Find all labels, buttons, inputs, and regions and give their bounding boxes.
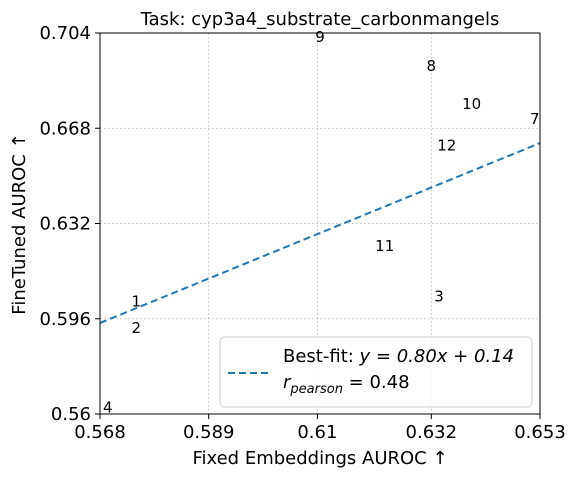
y-tick-label: 0.704 xyxy=(39,23,91,44)
legend-fit-entry: Best-fit: y = 0.80x + 0.14 xyxy=(283,346,514,367)
y-tick-label: 0.596 xyxy=(39,309,91,330)
legend-r-symbol: r xyxy=(283,372,292,393)
point-label: 8 xyxy=(427,57,437,75)
legend-r-subscript: pearson xyxy=(289,382,343,397)
chart-title: Task: cyp3a4_substrate_carbonmangels xyxy=(140,9,500,30)
x-axis-title: Fixed Embeddings AUROC ↑ xyxy=(192,448,447,469)
point-label: 2 xyxy=(131,319,141,337)
y-axis-ticks: 0.56 0.596 0.632 0.668 0.704 xyxy=(39,23,100,425)
point-label: 7 xyxy=(530,110,540,128)
legend-fit-equation: y = 0.80x + 0.14 xyxy=(359,346,515,367)
x-tick-label: 0.632 xyxy=(406,422,458,443)
point-label: 10 xyxy=(462,95,481,113)
x-tick-label: 0.653 xyxy=(514,422,566,443)
y-tick-label: 0.56 xyxy=(51,404,91,425)
x-tick-label: 0.568 xyxy=(74,422,126,443)
x-axis-ticks: 0.568 0.589 0.61 0.632 0.653 xyxy=(74,414,566,443)
y-tick-label: 0.668 xyxy=(39,118,91,139)
point-label: 9 xyxy=(315,28,325,46)
y-axis-title: FineTuned AUROC ↑ xyxy=(9,133,30,314)
point-label: 3 xyxy=(434,287,444,305)
point-label: 11 xyxy=(375,237,394,255)
y-tick-label: 0.632 xyxy=(39,214,91,235)
x-tick-label: 0.589 xyxy=(183,422,235,443)
legend-box xyxy=(219,336,533,408)
best-fit-line-group xyxy=(99,142,541,324)
legend: Best-fit: y = 0.80x + 0.14 rpearson = 0.… xyxy=(219,336,533,408)
point-label: 1 xyxy=(131,293,141,311)
best-fit-line xyxy=(99,142,541,324)
legend-fit-prefix: Best-fit: xyxy=(283,346,360,367)
x-tick-label: 0.61 xyxy=(297,422,337,443)
legend-r-entry: rpearson = 0.48 xyxy=(283,372,410,397)
legend-r-value: = 0.48 xyxy=(343,372,410,393)
point-label: 4 xyxy=(103,398,113,416)
point-label: 12 xyxy=(437,136,456,154)
